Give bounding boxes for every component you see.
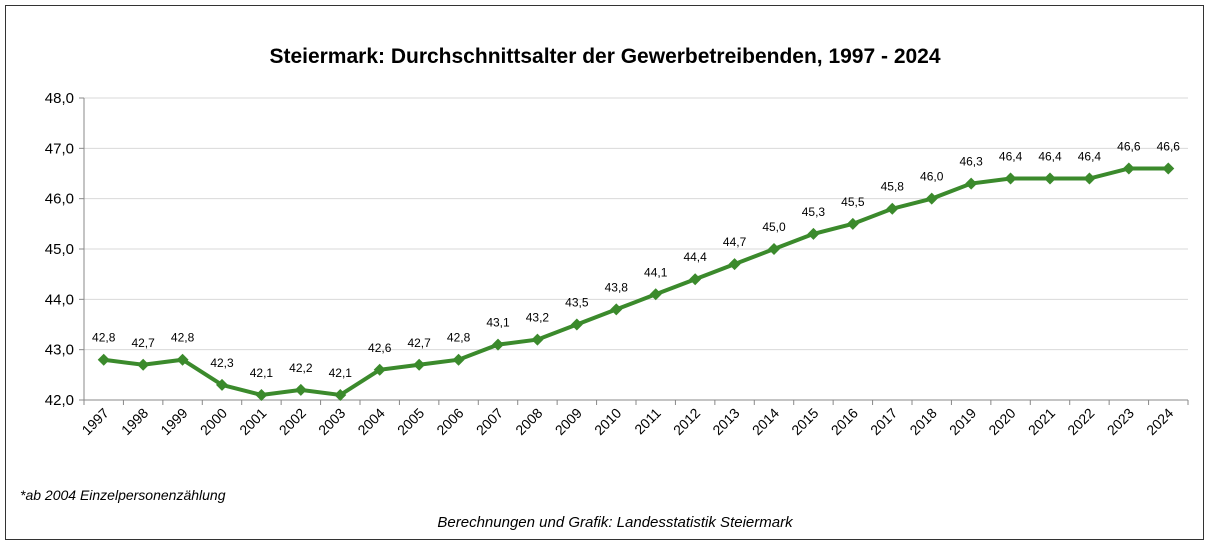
data-label: 44,4 — [683, 250, 707, 264]
frame — [5, 5, 1204, 540]
y-tick-label: 42,0 — [45, 392, 74, 409]
marker — [768, 243, 780, 255]
marker — [1162, 162, 1175, 175]
data-label: 46,3 — [959, 155, 983, 169]
marker — [373, 363, 386, 376]
data-label: 42,2 — [289, 361, 313, 375]
chart-title: Steiermark: Durchschnittsalter der Gewer… — [269, 45, 940, 68]
data-label: 42,8 — [171, 331, 195, 345]
data-label: 42,7 — [131, 336, 155, 350]
data-label: 43,8 — [605, 280, 629, 294]
marker — [965, 177, 978, 190]
data-label: 44,1 — [644, 265, 668, 279]
data-label: 43,5 — [565, 296, 589, 310]
marker — [176, 353, 189, 366]
marker — [452, 353, 465, 366]
marker — [925, 192, 938, 205]
marker — [255, 388, 268, 401]
marker — [728, 258, 741, 271]
data-label: 46,6 — [1117, 139, 1141, 153]
marker — [846, 217, 859, 230]
y-tick-label: 44,0 — [45, 291, 74, 308]
data-label: 45,0 — [762, 220, 786, 234]
y-tick-label: 48,0 — [45, 90, 74, 107]
marker — [570, 318, 583, 331]
data-label: 43,1 — [486, 316, 510, 330]
data-label: 45,5 — [841, 195, 865, 209]
marker — [807, 227, 820, 240]
data-label: 46,0 — [920, 170, 944, 184]
data-label: 46,6 — [1157, 139, 1181, 153]
marker — [610, 303, 623, 316]
data-label: 45,8 — [881, 180, 905, 194]
data-label: 43,2 — [526, 311, 550, 325]
marker — [492, 338, 504, 351]
y-tick-label: 45,0 — [45, 241, 74, 258]
data-label: 46,4 — [1078, 150, 1102, 164]
y-tick-label: 46,0 — [45, 191, 74, 208]
marker — [1004, 172, 1017, 185]
line — [103, 166, 1169, 398]
marker — [97, 353, 110, 366]
data-label: 42,6 — [368, 341, 392, 355]
data-label: 42,8 — [447, 331, 471, 345]
data-label: 44,7 — [723, 235, 747, 249]
y-tick-label: 47,0 — [45, 140, 74, 157]
source: Berechnungen und Grafik: Landesstatistik… — [437, 514, 794, 531]
data-label: 42,7 — [407, 336, 431, 350]
marker — [1083, 172, 1096, 185]
marker — [294, 383, 307, 396]
marker — [689, 273, 702, 286]
data-label: 42,8 — [92, 331, 116, 345]
data-label: 45,3 — [802, 205, 826, 219]
data-label: 42,1 — [329, 366, 353, 380]
y-tick-label: 43,0 — [45, 342, 74, 359]
marker — [1044, 172, 1056, 185]
data-label: 46,4 — [999, 150, 1023, 164]
marker — [1122, 162, 1135, 175]
marker — [531, 333, 544, 346]
data-label: 46,4 — [1038, 150, 1062, 164]
marker — [886, 202, 899, 215]
data-label: 42,3 — [210, 356, 234, 370]
marker — [649, 288, 662, 301]
footnote: *ab 2004 Einzelpersonenzählung — [20, 487, 226, 503]
data-label: 42,1 — [250, 366, 274, 380]
marker — [413, 358, 426, 371]
marker — [334, 388, 347, 401]
marker — [137, 358, 150, 371]
marker — [216, 378, 228, 391]
